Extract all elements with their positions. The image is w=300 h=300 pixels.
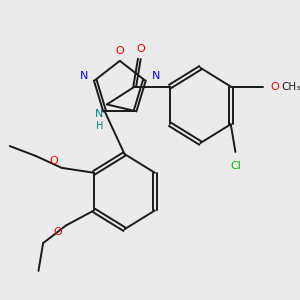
- Text: Cl: Cl: [230, 161, 241, 171]
- Text: CH₃: CH₃: [281, 82, 300, 92]
- Text: O: O: [50, 156, 58, 166]
- Text: N: N: [95, 109, 104, 119]
- Text: H: H: [96, 121, 103, 131]
- Text: O: O: [53, 227, 62, 237]
- Text: O: O: [137, 44, 146, 54]
- Text: O: O: [271, 82, 280, 92]
- Text: N: N: [80, 71, 88, 81]
- Text: N: N: [152, 71, 160, 81]
- Text: O: O: [116, 46, 124, 56]
